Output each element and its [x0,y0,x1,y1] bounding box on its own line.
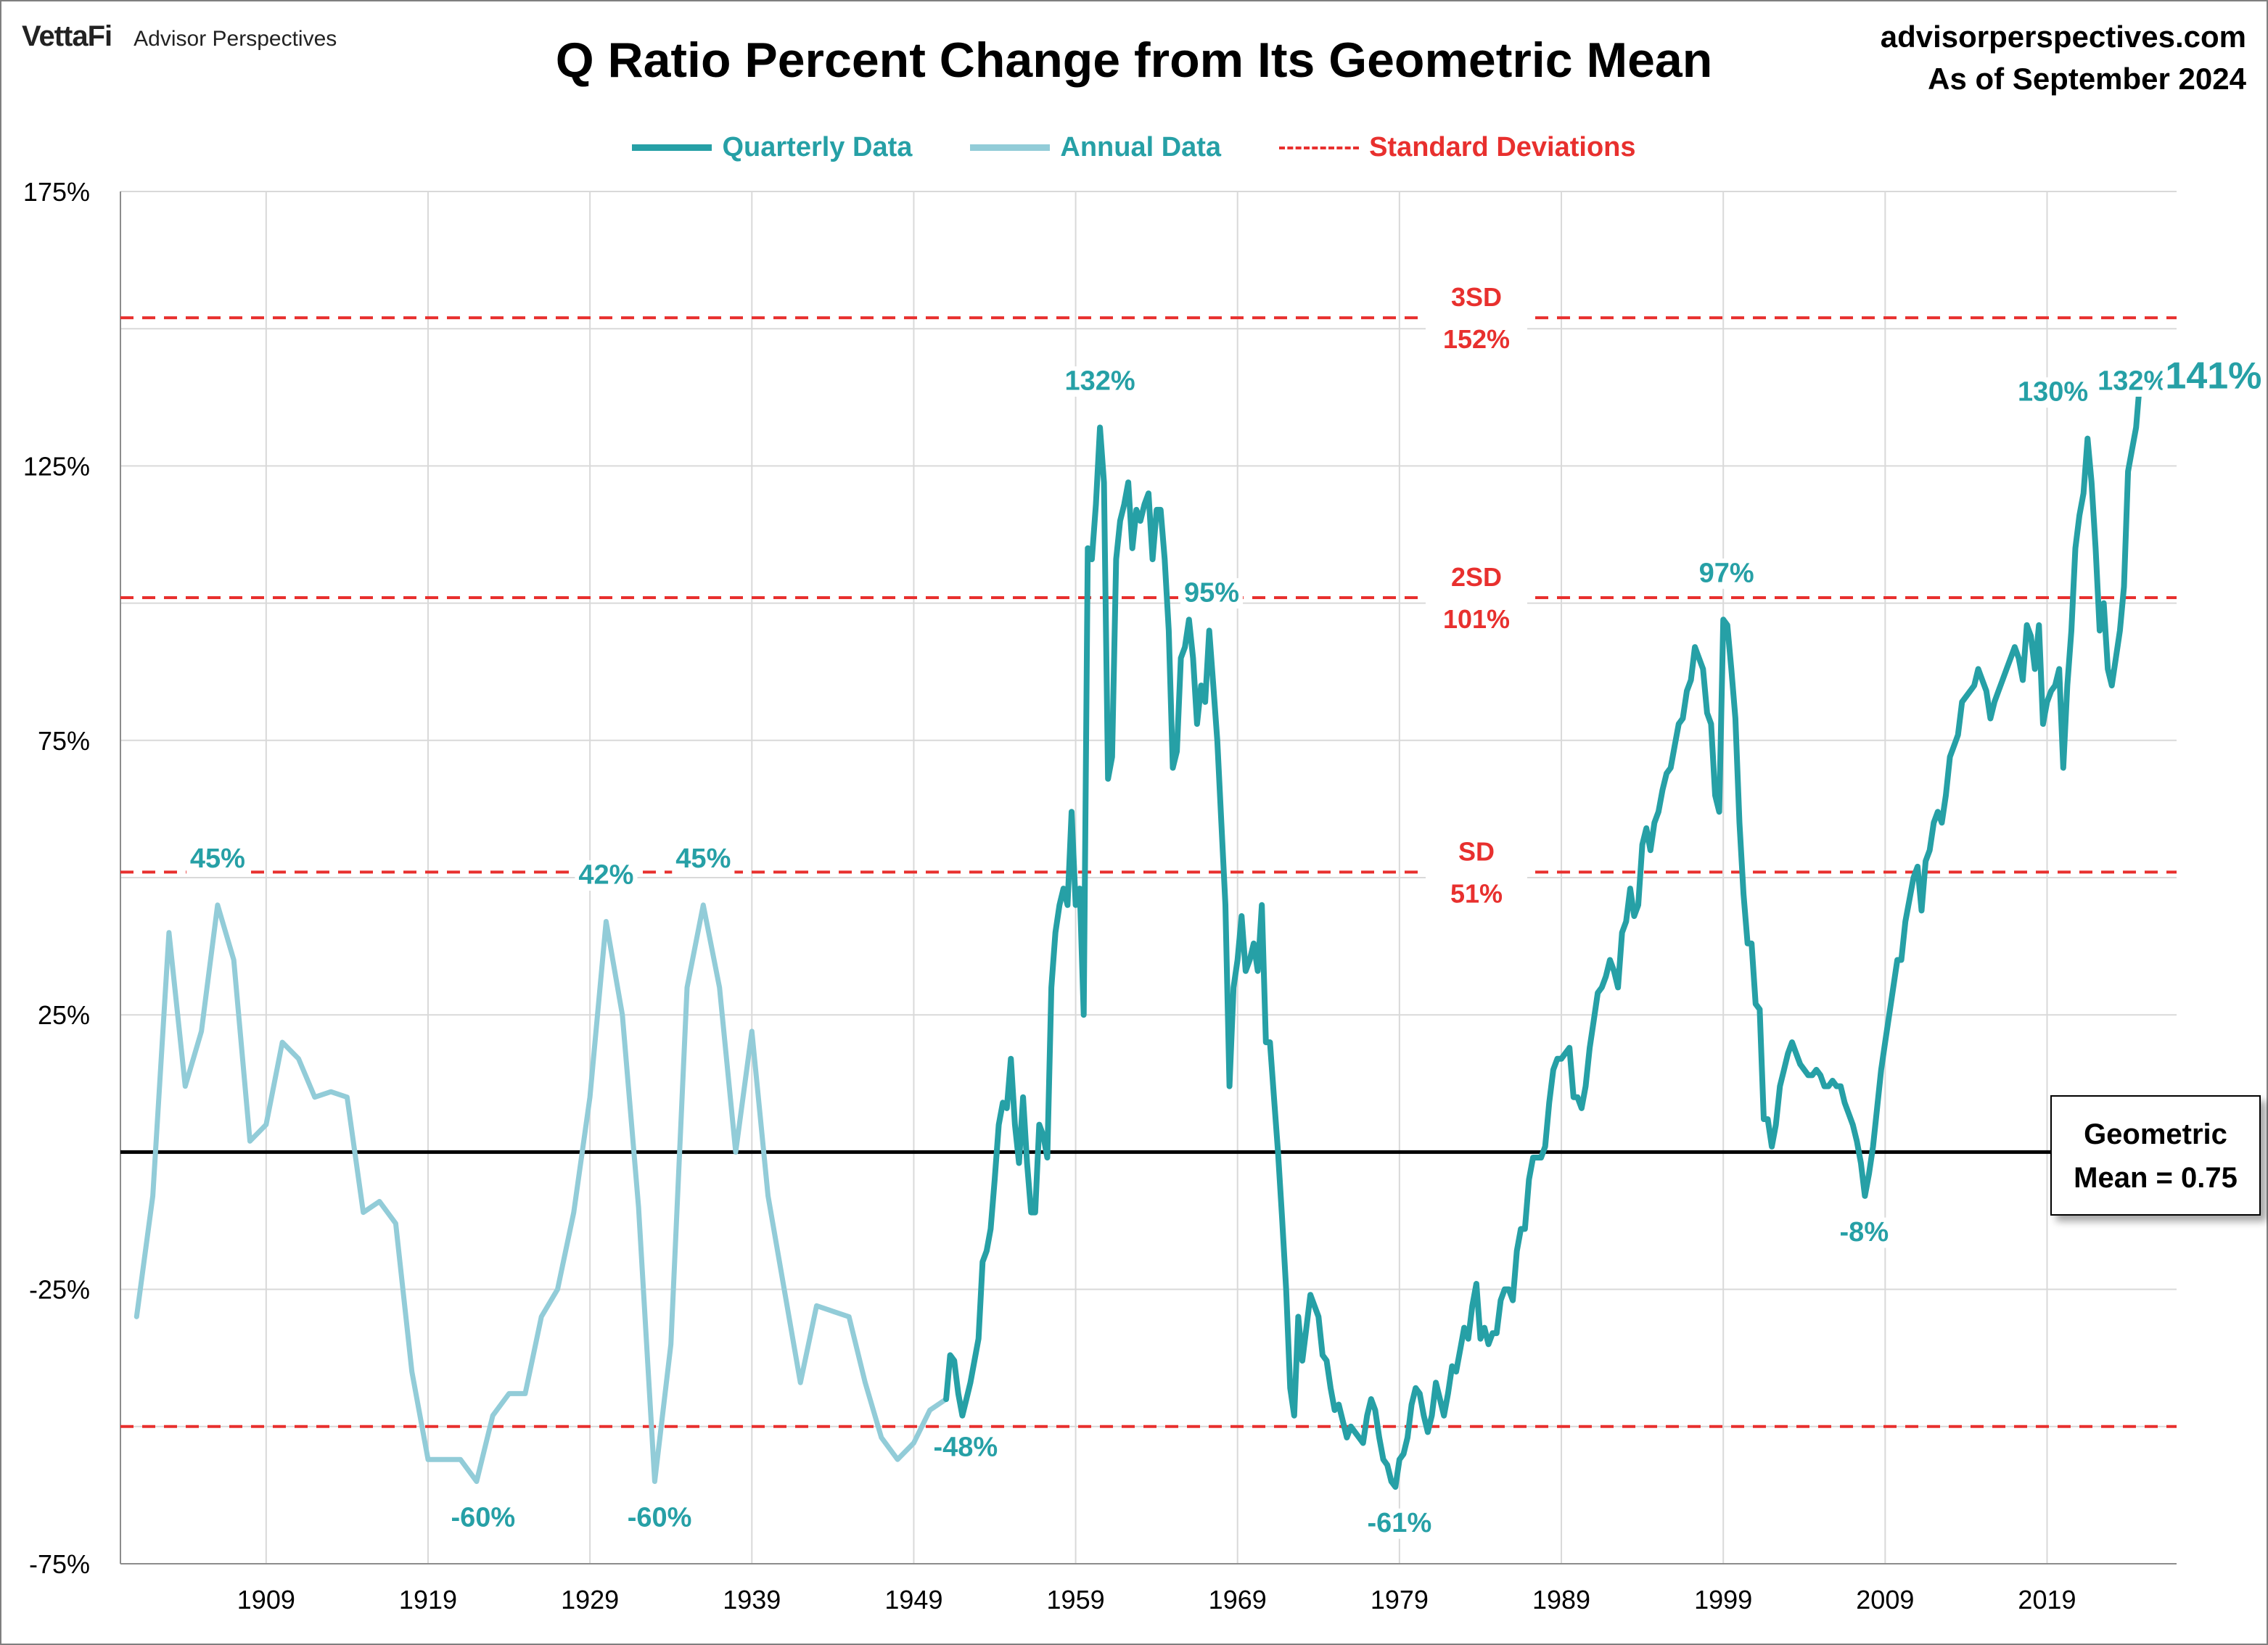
sd-label-bg [1426,831,1527,918]
annotation-bg [186,844,249,875]
annotation-label: 141% [2165,355,2261,397]
chart-title: Q Ratio Percent Change from Its Geometri… [555,33,1713,88]
annotation-label: 97% [1699,558,1754,588]
annotation-bg [1695,558,1758,589]
annotation-label: 42% [578,860,633,891]
x-tick-label: 1989 [1532,1585,1590,1615]
x-tick-label: 2009 [1856,1585,1914,1615]
x-tick-label: 1959 [1047,1585,1105,1615]
source-site: advisorperspectives.com [1880,20,2246,54]
legend-swatch-sd [1279,146,1360,149]
logo-subtitle: Advisor Perspectives [133,27,337,51]
annotation-bg [2162,356,2265,398]
sd-label-bg [1426,557,1527,643]
x-tick-label: 1979 [1371,1585,1429,1615]
annotation-label: 132% [1064,366,1135,396]
annotation-label: -60% [451,1502,515,1533]
annotation-bg [1833,1217,1896,1248]
sd-label-name: SD [1458,836,1495,866]
legend-swatch-annual [970,144,1051,151]
annotation-bg [2013,377,2092,408]
annotation-bg [620,1503,699,1533]
x-tick-label: 1929 [561,1585,619,1615]
annotation-bg [575,860,638,891]
x-tick-label: 1999 [1694,1585,1752,1615]
annotation-label: 132% [2098,366,2168,396]
annotation-label: 45% [675,844,731,874]
annotation-bg [926,1432,1005,1464]
mean-box-line1: Geometric [2084,1118,2227,1150]
annotation-label: 95% [1184,577,1239,608]
annotation-bg [1180,578,1244,609]
legend-item-sd: Standard Deviations [1279,132,1636,163]
annotation-label: 130% [2018,377,2088,408]
annotation-bg [443,1503,522,1533]
logo-brand: VettaFi [22,20,112,52]
y-tick-label: 75% [38,726,90,756]
x-tick-label: 1949 [884,1585,942,1615]
x-tick-label: 1939 [723,1585,781,1615]
y-tick-label: -25% [29,1275,90,1305]
annotation-label: -61% [1368,1508,1432,1538]
sd-label-value: 152% [1443,324,1510,354]
x-tick-label: 1909 [237,1585,295,1615]
annotation-label: -48% [933,1432,998,1463]
source-block: advisorperspectives.com As of September … [1881,16,2246,100]
vettafi-logo: VettaFi Advisor Perspectives [22,20,337,53]
series-annual-line [133,902,949,1484]
annotation-bg [1060,366,1140,397]
annotation-bg [672,844,735,875]
sd-label-name: 3SD [1451,282,1502,312]
source-date: As of September 2024 [1928,62,2246,96]
legend-item-quarterly: Quarterly Data [632,132,912,163]
annotation-bg [1360,1508,1439,1539]
legend-label-sd: Standard Deviations [1369,132,1636,162]
sd-label-value: 51% [1450,878,1503,908]
x-tick-label: 2019 [2018,1585,2076,1615]
chart-legend: Quarterly Data Annual Data Standard Devi… [0,132,2268,163]
y-tick-label: -75% [29,1549,90,1579]
sd-label-name: 2SD [1451,562,1502,592]
series-quarterly-line [943,375,2143,1490]
legend-label-quarterly: Quarterly Data [722,132,913,162]
y-tick-label: 125% [23,451,90,481]
y-tick-label: 25% [38,1000,90,1030]
legend-swatch-quarterly [632,144,712,151]
annotation-label: 45% [190,844,245,874]
x-tick-label: 1969 [1209,1585,1267,1615]
annotation-bg [2093,366,2172,397]
x-tick-label: 1919 [399,1585,457,1615]
annotation-label: -8% [1840,1217,1889,1248]
sd-label-bg [1426,277,1527,363]
legend-item-annual: Annual Data [970,132,1221,163]
sd-label-value: 101% [1443,604,1510,634]
geometric-mean-box: Geometric Mean = 0.75 [2050,1095,2261,1216]
y-tick-label: 175% [23,177,90,207]
legend-label-annual: Annual Data [1060,132,1222,162]
mean-box-line2: Mean = 0.75 [2074,1162,2238,1194]
annotation-label: -60% [628,1502,692,1533]
